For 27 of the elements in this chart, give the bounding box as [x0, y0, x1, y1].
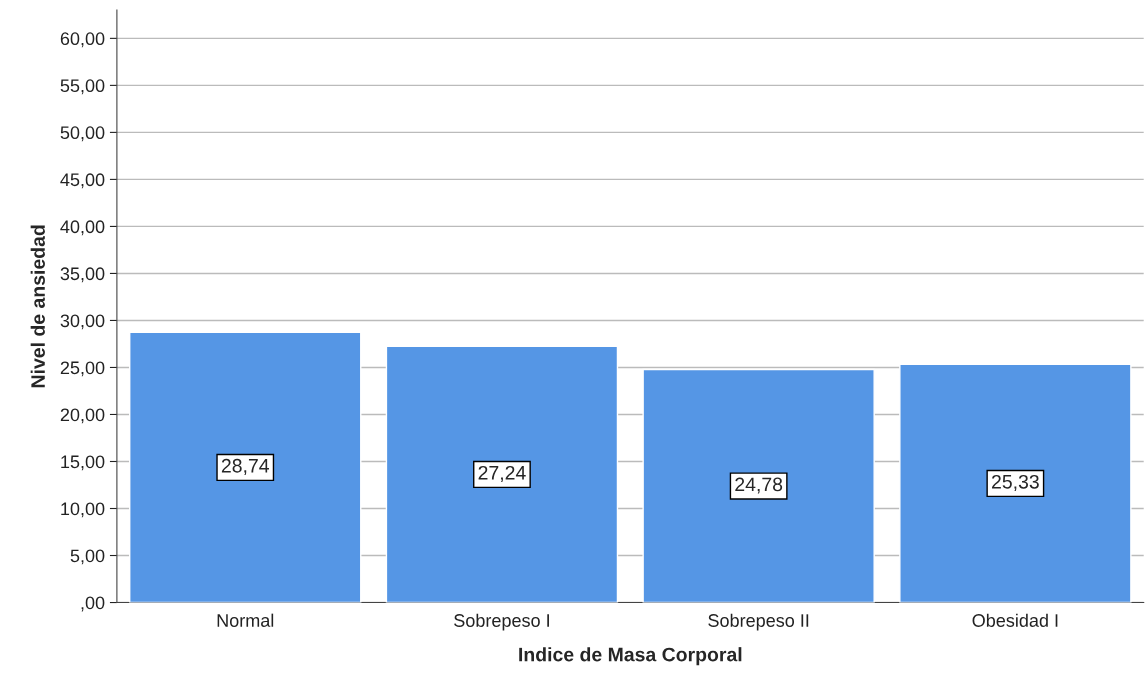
y-tick-label: 10,00	[61, 502, 105, 518]
y-tick-label: 45,00	[60, 173, 105, 189]
data-label: 27,24	[478, 465, 526, 482]
data-label: 25,33	[992, 474, 1039, 491]
y-axis-title: Nivel de ansiedad	[30, 225, 45, 388]
x-tick-label: Sobrepeso II	[708, 613, 809, 631]
y-tick-label: 40,00	[60, 220, 105, 236]
y-tick-label: 20,00	[60, 408, 105, 424]
x-tick-label: Obesidad I	[972, 613, 1058, 627]
y-tick-label: 55,00	[60, 79, 105, 95]
bar	[642, 368, 875, 603]
x-tick-label: Sobrepeso I	[454, 613, 549, 631]
y-tick-label: 30,00	[60, 314, 105, 330]
bar	[129, 331, 362, 603]
y-tick-label: 60,00	[60, 32, 105, 48]
y-tick-label: ,00	[81, 596, 105, 612]
bar	[899, 363, 1132, 603]
y-tick-label: 35,00	[60, 267, 105, 283]
y-tick-label: 15,00	[61, 455, 105, 471]
x-axis-title: Indice de Masa Corporal	[519, 647, 742, 666]
data-label: 24,78	[735, 477, 783, 494]
y-tick-label: 5,00	[70, 549, 105, 565]
data-label: 28,74	[221, 458, 270, 475]
bar	[385, 345, 619, 603]
x-tick-label: Normal	[217, 613, 274, 627]
y-tick-label: 50,00	[60, 126, 105, 142]
y-tick-label: 25,00	[60, 361, 105, 377]
